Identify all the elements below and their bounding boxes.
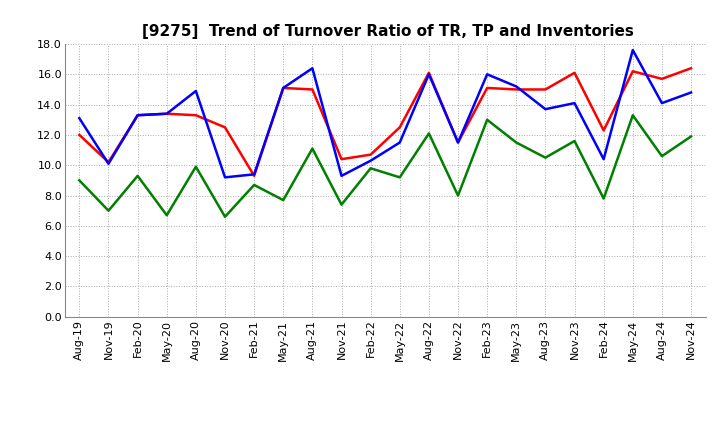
Inventories <box>75 178 84 183</box>
Inventories <box>250 182 258 187</box>
Trade Receivables <box>75 132 84 138</box>
Trade Payables <box>395 140 404 145</box>
Inventories <box>454 193 462 198</box>
Inventories <box>133 173 142 179</box>
Inventories <box>570 138 579 143</box>
Trade Receivables <box>192 113 200 118</box>
Inventories <box>629 113 637 118</box>
Trade Receivables <box>570 70 579 75</box>
Trade Payables <box>337 173 346 179</box>
Inventories <box>366 165 375 171</box>
Inventories <box>657 154 666 159</box>
Trade Payables <box>104 161 113 166</box>
Line: Trade Payables: Trade Payables <box>79 50 691 177</box>
Trade Payables <box>454 140 462 145</box>
Inventories <box>541 155 550 160</box>
Inventories <box>192 164 200 169</box>
Trade Payables <box>657 100 666 106</box>
Trade Receivables <box>454 140 462 145</box>
Trade Receivables <box>104 160 113 165</box>
Trade Receivables <box>483 85 492 91</box>
Trade Payables <box>279 85 287 91</box>
Trade Receivables <box>250 173 258 179</box>
Trade Receivables <box>337 157 346 162</box>
Trade Receivables <box>687 66 696 71</box>
Inventories <box>337 202 346 207</box>
Line: Trade Receivables: Trade Receivables <box>79 68 691 176</box>
Trade Payables <box>599 157 608 162</box>
Trade Receivables <box>220 125 229 130</box>
Trade Payables <box>163 111 171 116</box>
Inventories <box>395 175 404 180</box>
Inventories <box>163 213 171 218</box>
Inventories <box>425 131 433 136</box>
Trade Payables <box>308 66 317 71</box>
Inventories <box>279 198 287 203</box>
Trade Payables <box>629 48 637 53</box>
Trade Receivables <box>657 76 666 81</box>
Trade Receivables <box>366 152 375 157</box>
Trade Receivables <box>133 113 142 118</box>
Trade Receivables <box>308 87 317 92</box>
Trade Payables <box>192 88 200 94</box>
Trade Receivables <box>395 125 404 130</box>
Trade Payables <box>425 72 433 77</box>
Trade Receivables <box>163 111 171 116</box>
Legend: Trade Receivables, Trade Payables, Inventories: Trade Receivables, Trade Payables, Inven… <box>161 438 610 440</box>
Trade Payables <box>75 116 84 121</box>
Trade Payables <box>133 113 142 118</box>
Trade Receivables <box>279 85 287 91</box>
Trade Receivables <box>599 128 608 133</box>
Line: Inventories: Inventories <box>79 115 691 217</box>
Inventories <box>104 208 113 213</box>
Trade Receivables <box>512 87 521 92</box>
Inventories <box>599 196 608 201</box>
Trade Payables <box>512 84 521 89</box>
Trade Payables <box>570 100 579 106</box>
Trade Receivables <box>629 69 637 74</box>
Trade Payables <box>366 158 375 163</box>
Trade Payables <box>483 72 492 77</box>
Trade Payables <box>220 175 229 180</box>
Trade Receivables <box>425 70 433 75</box>
Inventories <box>308 146 317 151</box>
Inventories <box>483 117 492 122</box>
Text: [9275]  Trend of Turnover Ratio of TR, TP and Inventories: [9275] Trend of Turnover Ratio of TR, TP… <box>142 24 634 39</box>
Inventories <box>512 140 521 145</box>
Trade Payables <box>541 106 550 112</box>
Trade Receivables <box>541 87 550 92</box>
Trade Payables <box>687 90 696 95</box>
Inventories <box>687 134 696 139</box>
Trade Payables <box>250 172 258 177</box>
Inventories <box>220 214 229 220</box>
